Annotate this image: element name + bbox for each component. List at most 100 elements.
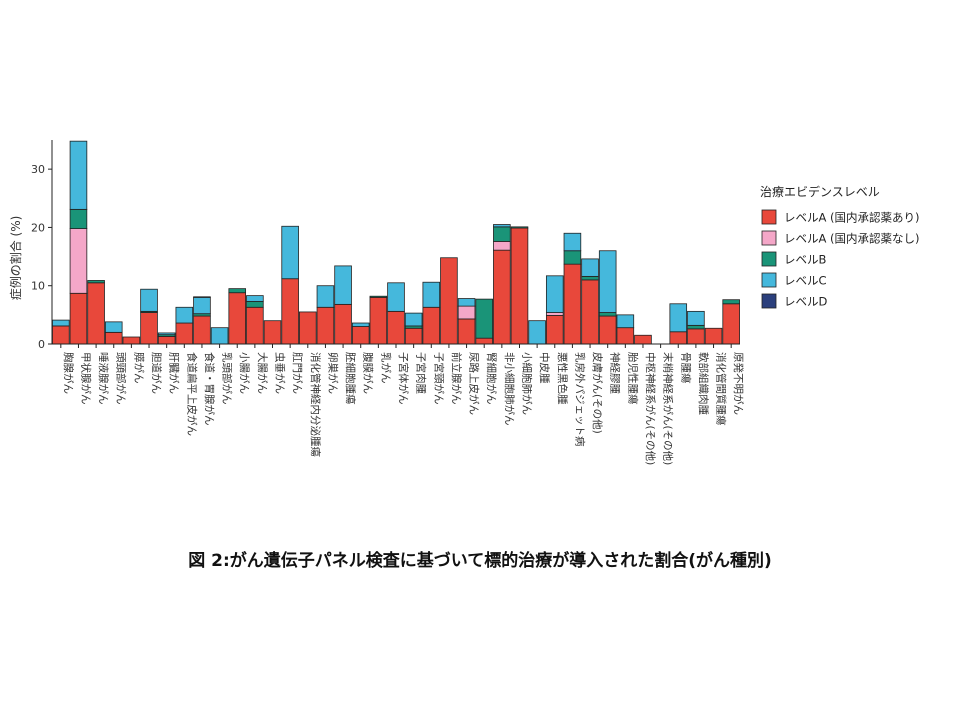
- x-tick-label: 胆道がん: [150, 352, 163, 394]
- bar-segment: [634, 334, 652, 345]
- x-tick-label: 神経膠腫: [609, 352, 622, 394]
- legend-swatch: [761, 230, 777, 246]
- bar-segment: [581, 258, 599, 277]
- x-tick-label: 中枢神経系がん(その他): [644, 352, 657, 465]
- bar-segment: [87, 282, 105, 345]
- x-tick-label: 胚細胞腫瘍: [344, 352, 357, 405]
- bar-segment: [387, 310, 405, 345]
- bar-segment: [722, 303, 740, 345]
- legend-swatch: [761, 293, 777, 309]
- bar-segment: [157, 336, 176, 345]
- bar-segment: [104, 331, 123, 345]
- x-tick-label: 消化管神経内分泌腫瘍: [309, 352, 322, 457]
- x-axis-ticks: 胸腺がん 甲状腺がん 唾液腺がん 頭頸部がん 膵がん 胆道がん 肝臓がん 食道扁平上皮がん 食道…: [60, 344, 745, 465]
- bar-layer: [52, 140, 740, 345]
- x-tick-label: 尿路上皮がん: [468, 352, 481, 415]
- bar-segment: [193, 296, 211, 315]
- legend-label: レベルB: [784, 253, 826, 267]
- bar-segment: [563, 232, 582, 252]
- bar-segment: [369, 295, 388, 298]
- bar-segment: [457, 318, 476, 345]
- x-tick-label: 前立腺がん: [450, 352, 463, 405]
- x-tick-label: 虫垂がん: [274, 352, 287, 394]
- bar-segment: [69, 292, 88, 345]
- x-tick-label: 原発不明がん: [732, 352, 745, 415]
- bar-segment: [351, 326, 370, 345]
- x-tick-label: 腎細胞がん: [485, 352, 498, 405]
- bar-segment: [193, 315, 211, 345]
- bar-segment: [104, 321, 123, 333]
- bar-segment: [669, 303, 688, 333]
- bar-segment: [510, 226, 529, 229]
- legend-swatch: [761, 272, 777, 288]
- x-tick-label: 小細胞肺がん: [520, 352, 533, 415]
- bar-segment: [493, 249, 511, 345]
- x-tick-label: 子宮体がん: [397, 352, 410, 405]
- bar-segment: [545, 312, 564, 316]
- x-tick-label: 肝臓がん: [168, 352, 181, 394]
- bar-segment: [493, 226, 511, 242]
- x-tick-label: 中皮腫: [538, 352, 551, 384]
- bar-segment: [69, 228, 88, 294]
- bar-segment: [581, 275, 599, 281]
- bar-segment: [440, 257, 458, 345]
- y-tick-label: 20: [31, 221, 45, 234]
- y-axis-ticks: 0 10 20 30: [31, 163, 52, 351]
- bar-segment: [387, 282, 405, 312]
- bar-segment: [563, 263, 582, 345]
- x-tick-label: 子宮肉腫: [415, 352, 428, 394]
- legend-label: レベルA (国内承認薬あり): [784, 211, 920, 225]
- bar-segment: [228, 292, 247, 345]
- y-tick-label: 30: [31, 163, 45, 176]
- legend-label: レベルC: [784, 274, 827, 288]
- bar-segment: [598, 315, 617, 345]
- bar-segment: [616, 314, 635, 329]
- bar-segment: [175, 306, 194, 324]
- bar-segment: [316, 285, 335, 308]
- bar-segment: [246, 301, 264, 308]
- y-tick-label: 10: [31, 280, 45, 293]
- bar-segment: [246, 295, 264, 302]
- x-tick-label: 末梢神経系がん(その他): [662, 352, 675, 465]
- bar-segment: [175, 322, 194, 345]
- bar-segment: [334, 265, 352, 305]
- x-tick-label: 乳房外パジェット病: [573, 352, 586, 447]
- x-tick-label: 膵がん: [132, 352, 145, 384]
- bar-segment: [334, 303, 352, 345]
- x-tick-label: 乳がん: [379, 352, 392, 384]
- x-tick-label: 非小細胞肺がん: [503, 352, 516, 426]
- bar-segment: [545, 315, 564, 345]
- bar-segment: [157, 332, 176, 336]
- legend-label: レベルD: [784, 295, 827, 309]
- bar-segment: [598, 312, 617, 317]
- bar-segment: [598, 250, 617, 313]
- x-tick-label: 胸腺がん: [62, 352, 75, 394]
- bar-segment: [475, 298, 493, 339]
- bar-segment: [493, 241, 511, 251]
- bar-segment: [422, 306, 441, 345]
- bar-segment: [193, 296, 211, 298]
- bar-segment: [281, 278, 299, 345]
- x-tick-label: 頭頸部がん: [115, 352, 128, 405]
- bar-segment: [475, 337, 493, 345]
- x-tick-label: 子宮頸がん: [432, 352, 445, 405]
- x-tick-label: 悪性黒色腫: [556, 352, 569, 405]
- x-tick-label: 唾液腺がん: [97, 352, 110, 405]
- bar-segment: [687, 324, 705, 330]
- figure-caption: 図 2:がん遺伝子パネル検査に基づいて標的治療が導入された割合(がん種別): [188, 551, 772, 571]
- x-tick-label: 甲状腺がん: [79, 352, 92, 405]
- bar-segment: [563, 250, 582, 265]
- x-tick-label: 肛門がん: [291, 352, 304, 394]
- legend-title: 治療エビデンスレベル: [760, 184, 880, 199]
- bar-segment: [687, 310, 705, 326]
- bar-segment: [404, 312, 423, 327]
- bar-segment: [493, 224, 511, 228]
- bar-segment: [457, 305, 476, 320]
- y-axis-label: 症例の割合 (%): [8, 216, 23, 301]
- bar-segment: [140, 312, 158, 345]
- bar-segment: [510, 227, 529, 345]
- x-tick-label: 小腸がん: [238, 352, 251, 394]
- bar-segment: [228, 288, 247, 294]
- bar-segment: [263, 320, 282, 345]
